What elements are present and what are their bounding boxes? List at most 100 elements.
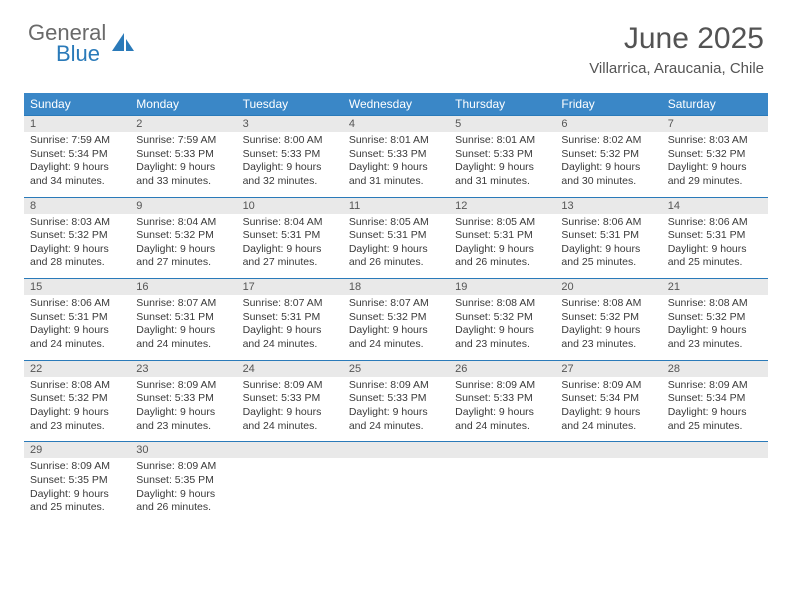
daylight-text: Daylight: 9 hours (136, 243, 230, 257)
daylight-text: and 23 minutes. (668, 338, 762, 352)
day-cell (662, 458, 768, 523)
day-number: 28 (662, 361, 768, 377)
day-cell: Sunrise: 8:01 AMSunset: 5:33 PMDaylight:… (449, 132, 555, 197)
sunrise-text: Sunrise: 8:07 AM (243, 297, 337, 311)
sunset-text: Sunset: 5:32 PM (30, 229, 124, 243)
sunrise-text: Sunrise: 8:08 AM (668, 297, 762, 311)
daylight-text: Daylight: 9 hours (136, 161, 230, 175)
sunrise-text: Sunrise: 8:06 AM (668, 216, 762, 230)
daylight-text: and 34 minutes. (30, 175, 124, 189)
sunset-text: Sunset: 5:35 PM (136, 474, 230, 488)
sunset-text: Sunset: 5:31 PM (243, 311, 337, 325)
sunset-text: Sunset: 5:35 PM (30, 474, 124, 488)
daylight-text: Daylight: 9 hours (30, 406, 124, 420)
weekday-label: Wednesday (343, 93, 449, 115)
sunrise-text: Sunrise: 8:09 AM (668, 379, 762, 393)
day-number: 7 (662, 116, 768, 132)
sunset-text: Sunset: 5:32 PM (561, 148, 655, 162)
location-label: Villarrica, Araucania, Chile (589, 60, 764, 77)
day-cell: Sunrise: 8:04 AMSunset: 5:32 PMDaylight:… (130, 214, 236, 279)
sunset-text: Sunset: 5:32 PM (561, 311, 655, 325)
header: General Blue June 2025 Villarrica, Arauc… (0, 0, 792, 85)
day-cell: Sunrise: 8:09 AMSunset: 5:33 PMDaylight:… (130, 377, 236, 442)
daynum-row: 891011121314 (24, 197, 768, 214)
sunrise-text: Sunrise: 8:09 AM (243, 379, 337, 393)
day-number: 11 (343, 198, 449, 214)
weekday-label: Saturday (662, 93, 768, 115)
day-number: 17 (237, 279, 343, 295)
day-cell: Sunrise: 8:09 AMSunset: 5:33 PMDaylight:… (237, 377, 343, 442)
day-number: 3 (237, 116, 343, 132)
sunset-text: Sunset: 5:32 PM (455, 311, 549, 325)
day-cell: Sunrise: 8:03 AMSunset: 5:32 PMDaylight:… (662, 132, 768, 197)
sunrise-text: Sunrise: 8:09 AM (561, 379, 655, 393)
daylight-text: Daylight: 9 hours (455, 161, 549, 175)
daylight-text: and 24 minutes. (561, 420, 655, 434)
sunrise-text: Sunrise: 8:01 AM (349, 134, 443, 148)
sunset-text: Sunset: 5:32 PM (136, 229, 230, 243)
day-number: 12 (449, 198, 555, 214)
day-cell: Sunrise: 8:03 AMSunset: 5:32 PMDaylight:… (24, 214, 130, 279)
daylight-text: Daylight: 9 hours (668, 161, 762, 175)
sunrise-text: Sunrise: 8:09 AM (349, 379, 443, 393)
day-number: 27 (555, 361, 661, 377)
sunrise-text: Sunrise: 8:07 AM (136, 297, 230, 311)
weeks-container: 1234567Sunrise: 7:59 AMSunset: 5:34 PMDa… (24, 115, 768, 523)
sunrise-text: Sunrise: 8:04 AM (243, 216, 337, 230)
daylight-text: Daylight: 9 hours (30, 488, 124, 502)
daylight-text: and 27 minutes. (136, 256, 230, 270)
day-cell: Sunrise: 8:04 AMSunset: 5:31 PMDaylight:… (237, 214, 343, 279)
sunset-text: Sunset: 5:34 PM (561, 392, 655, 406)
sunrise-text: Sunrise: 8:08 AM (30, 379, 124, 393)
day-cell: Sunrise: 8:05 AMSunset: 5:31 PMDaylight:… (449, 214, 555, 279)
daylight-text: and 24 minutes. (455, 420, 549, 434)
daylight-text: and 26 minutes. (455, 256, 549, 270)
daylight-text: and 25 minutes. (30, 501, 124, 515)
sunrise-text: Sunrise: 8:00 AM (243, 134, 337, 148)
daylight-text: and 26 minutes. (136, 501, 230, 515)
day-number: 21 (662, 279, 768, 295)
sunrise-text: Sunrise: 8:06 AM (561, 216, 655, 230)
daylight-text: and 23 minutes. (455, 338, 549, 352)
sunrise-text: Sunrise: 8:06 AM (30, 297, 124, 311)
daylight-text: and 25 minutes. (561, 256, 655, 270)
day-number (449, 442, 555, 458)
day-cell: Sunrise: 8:09 AMSunset: 5:34 PMDaylight:… (555, 377, 661, 442)
day-cell: Sunrise: 8:08 AMSunset: 5:32 PMDaylight:… (662, 295, 768, 360)
daylight-text: Daylight: 9 hours (561, 324, 655, 338)
daylight-text: Daylight: 9 hours (561, 406, 655, 420)
daylight-text: and 32 minutes. (243, 175, 337, 189)
daylight-text: and 24 minutes. (136, 338, 230, 352)
sail-icon (110, 31, 136, 57)
sunset-text: Sunset: 5:31 PM (668, 229, 762, 243)
daylight-text: Daylight: 9 hours (243, 406, 337, 420)
sunset-text: Sunset: 5:32 PM (349, 311, 443, 325)
daylight-text: Daylight: 9 hours (455, 324, 549, 338)
daylight-text: and 33 minutes. (136, 175, 230, 189)
day-number (343, 442, 449, 458)
sunset-text: Sunset: 5:31 PM (136, 311, 230, 325)
day-cell: Sunrise: 8:09 AMSunset: 5:34 PMDaylight:… (662, 377, 768, 442)
sunset-text: Sunset: 5:33 PM (455, 392, 549, 406)
week-row: Sunrise: 8:06 AM Sunset: 5:31 PM Daylight:… (24, 295, 768, 360)
sunrise-text: Sunrise: 8:08 AM (455, 297, 549, 311)
sunset-text: Sunset: 5:33 PM (243, 392, 337, 406)
weekday-label: Sunday (24, 93, 130, 115)
daynum-row: 15161718192021 (24, 278, 768, 295)
daylight-text: and 24 minutes. (243, 338, 337, 352)
daylight-text: Daylight: 9 hours (455, 243, 549, 257)
daylight-text: Daylight: 9 hours (668, 406, 762, 420)
weekday-header-row: Sunday Monday Tuesday Wednesday Thursday… (24, 93, 768, 115)
sunset-text: Sunset: 5:31 PM (349, 229, 443, 243)
daylight-text: Daylight: 9 hours (30, 161, 124, 175)
day-number: 15 (24, 279, 130, 295)
day-cell: Sunrise: 8:06 AMSunset: 5:31 PMDaylight:… (24, 295, 130, 360)
sunset-text: Sunset: 5:32 PM (668, 148, 762, 162)
sunrise-text: Sunrise: 8:08 AM (561, 297, 655, 311)
day-number: 26 (449, 361, 555, 377)
day-cell: Sunrise: 8:06 AMSunset: 5:31 PMDaylight:… (555, 214, 661, 279)
week-row: Sunrise: 7:59 AMSunset: 5:34 PMDaylight:… (24, 132, 768, 197)
daylight-text: and 25 minutes. (668, 256, 762, 270)
daylight-text: Daylight: 9 hours (349, 406, 443, 420)
title-block: June 2025 Villarrica, Araucania, Chile (589, 22, 764, 77)
